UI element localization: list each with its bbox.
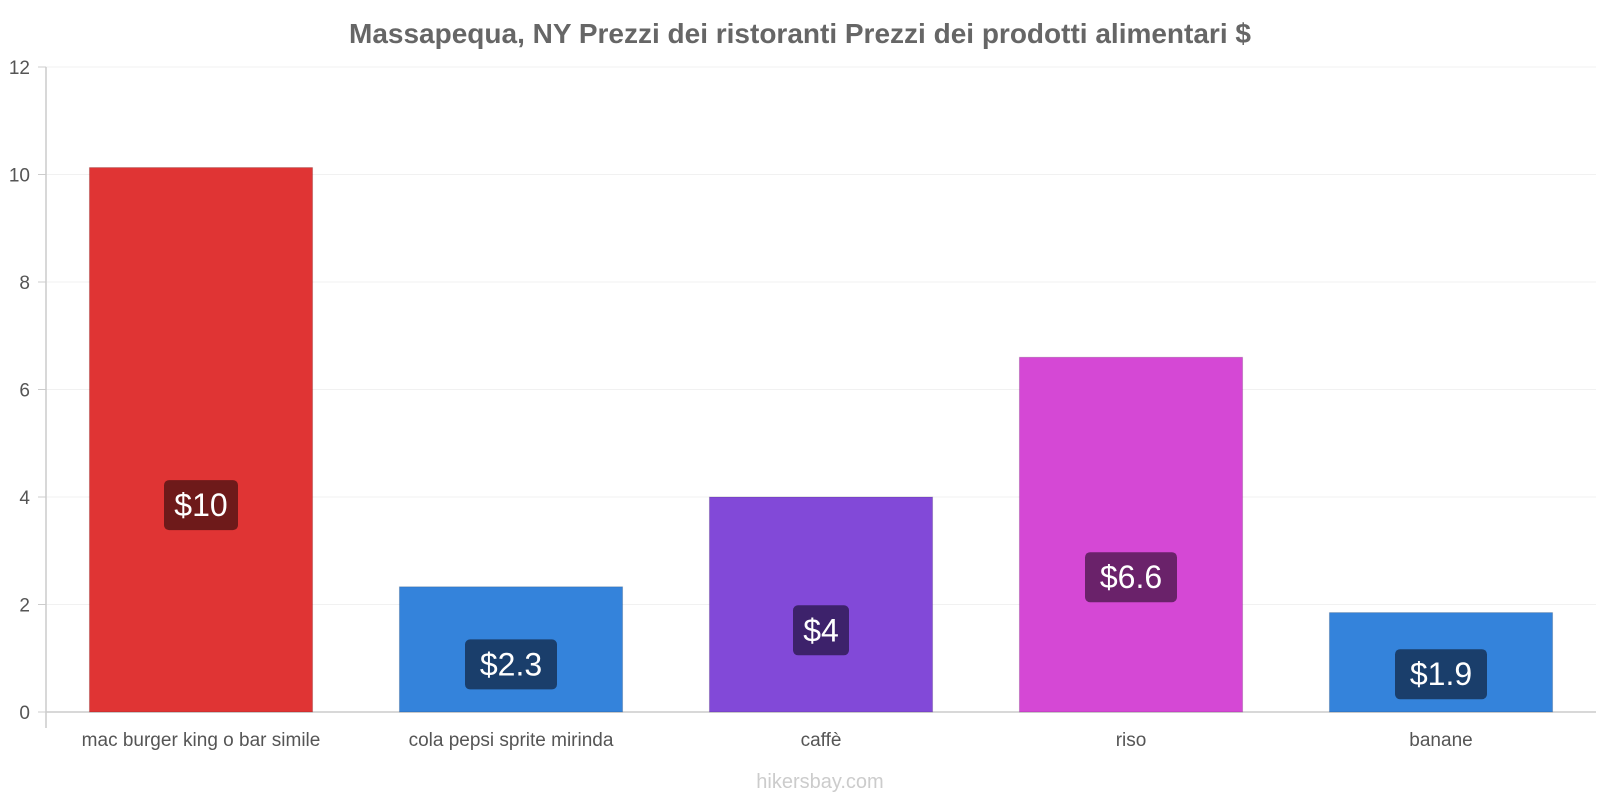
x-tick-label: caffè: [801, 730, 842, 751]
y-tick-label: 12: [9, 58, 30, 79]
x-tick-label: riso: [1116, 730, 1147, 751]
bar-layer: [88, 167, 1554, 713]
y-tick-label: 10: [9, 166, 30, 187]
chart-title: Massapequa, NY Prezzi dei ristoranti Pre…: [349, 18, 1251, 49]
bar: [1018, 356, 1244, 713]
y-tick-label: 6: [19, 381, 30, 402]
axis-layer: 0 2 4 6 8 10 12 mac burger king o bar simile col…: [9, 58, 1596, 751]
data-label-badge: [465, 639, 557, 690]
y-tick-label: 0: [19, 703, 30, 724]
data-label: $1.9: [1410, 656, 1472, 692]
data-label: $4: [803, 612, 839, 648]
y-tick-label: 4: [19, 488, 30, 509]
y-tick-label: 8: [19, 273, 30, 294]
data-label: $2.3: [480, 646, 542, 682]
x-tick-label: banane: [1409, 730, 1472, 751]
data-label: $6.6: [1100, 559, 1162, 595]
bar: [88, 167, 314, 713]
label-layer: $10 $2.3 $4 $6.6 $1.9: [164, 480, 1487, 700]
data-label-badge: [793, 605, 849, 656]
y-tick-label: 2: [19, 596, 30, 617]
data-label-badge: [1085, 552, 1177, 603]
x-tick-label: cola pepsi sprite mirinda: [409, 730, 614, 751]
watermark: hikersbay.com: [756, 771, 883, 793]
data-label-badge: [164, 480, 238, 531]
data-label: $10: [174, 487, 227, 523]
data-label-badge: [1395, 649, 1487, 700]
x-tick-label: mac burger king o bar simile: [82, 730, 321, 751]
bar: [708, 496, 934, 713]
